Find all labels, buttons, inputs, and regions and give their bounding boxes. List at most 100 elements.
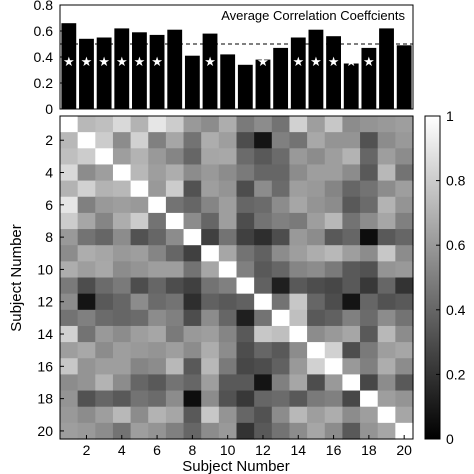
heatmap-cell [218,309,238,327]
heatmap-cell [254,164,273,182]
heatmap-cell [95,132,114,149]
colorbar-tick-label: 0.4 [446,302,466,318]
heatmap-cell [183,374,202,392]
heatmap-cell [112,148,132,166]
heatmap-cell [324,406,343,424]
significance-star: ★ [116,55,128,70]
heatmap-cell [183,358,202,375]
heatmap-cell [112,116,132,133]
heatmap-cell [77,261,96,279]
bar-6 [149,34,165,109]
heatmap-cell [271,358,291,375]
bar-9 [202,33,218,109]
heatmap-cell [236,342,255,359]
heatmap-cell [201,116,220,133]
heatmap-cell [218,116,238,133]
heatmap-cell [307,132,326,149]
heatmap-cell [307,390,326,408]
heatmap-cell [395,293,414,311]
heatmap-cell [289,148,308,166]
heatmap-cell [377,212,396,230]
heatmap-cell [130,293,149,311]
heatmap-cell [130,406,149,424]
heatmap-cell [307,342,326,359]
heatmap-cell [307,261,326,279]
heatmap-cell [395,148,414,166]
heatmap-cell [254,358,273,375]
heatmap-cell [112,374,132,392]
heatmap-cell [112,180,132,198]
y-tick-label: 14 [37,326,53,342]
heatmap-cell [112,164,132,182]
heatmap-cell [148,309,167,327]
heatmap-cell [165,229,185,246]
heatmap-cell [183,245,202,262]
heatmap-cell [165,245,185,262]
y-tick-label: 8 [45,229,53,245]
heatmap-cell [148,261,167,279]
heatmap-cell [360,261,379,279]
heatmap-cell [395,229,414,246]
heatmap-cell [60,325,79,343]
heatmap-cell [395,212,414,230]
heatmap-cell [60,358,79,375]
bar-20 [396,45,412,109]
heatmap-cell [183,261,202,279]
heatmap-cell [395,164,414,182]
heatmap-cell [271,245,291,262]
heatmap-cell [112,277,132,295]
heatmap-cell [112,261,132,279]
heatmap-cell [377,325,396,343]
heatmap-cell [377,132,396,149]
heatmap-cell [60,229,79,246]
heatmap: 2 4 6 8 10 12 14 16 18 20 2 4 6 8 10 12 14 16 18 20 Subjec… [8,115,414,474]
heatmap-cell [60,422,79,440]
heatmap-cell [201,277,220,295]
x-axis-label: Subject Number [182,458,290,474]
heatmap-cell [165,309,185,327]
heatmap-cell [395,116,414,133]
x-tick-label: 2 [83,442,91,458]
heatmap-cell [60,148,79,166]
x-tick-label: 4 [118,442,126,458]
heatmap-cell [254,261,273,279]
heatmap-cell [112,196,132,214]
heatmap-cell [201,212,220,230]
heatmap-cell [377,374,396,392]
heatmap-cell [271,293,291,311]
heatmap-cell [289,212,308,230]
bar-y-tick-label: 0.6 [34,23,54,39]
heatmap-cell [289,277,308,295]
heatmap-cell [183,422,202,440]
heatmap-cell [236,309,255,327]
heatmap-cell [377,180,396,198]
heatmap-cell [254,196,273,214]
heatmap-cell [60,390,79,408]
heatmap-cell [165,180,185,198]
heatmap-cell [342,342,361,359]
heatmap-cell [112,245,132,262]
bar-12 [255,59,271,109]
heatmap-cell [165,196,185,214]
heatmap-cell [289,358,308,375]
heatmap-cell [165,374,185,392]
heatmap-cell [236,325,255,343]
heatmap-cell [342,164,361,182]
heatmap-cell [360,180,379,198]
heatmap-cell [324,293,343,311]
heatmap-cell [95,196,114,214]
heatmap-cell [130,116,149,133]
heatmap-cell [307,164,326,182]
heatmap-cell [254,245,273,262]
heatmap-cell [289,422,308,440]
heatmap-cell [342,261,361,279]
heatmap-cell [360,116,379,133]
heatmap-cell [77,132,96,149]
bar-y-tick-label: 0.4 [34,49,54,65]
heatmap-cell [307,406,326,424]
heatmap-cell [342,406,361,424]
heatmap-cell [289,309,308,327]
heatmap-cell [218,245,238,262]
heatmap-cell [148,374,167,392]
heatmap-cell [307,374,326,392]
